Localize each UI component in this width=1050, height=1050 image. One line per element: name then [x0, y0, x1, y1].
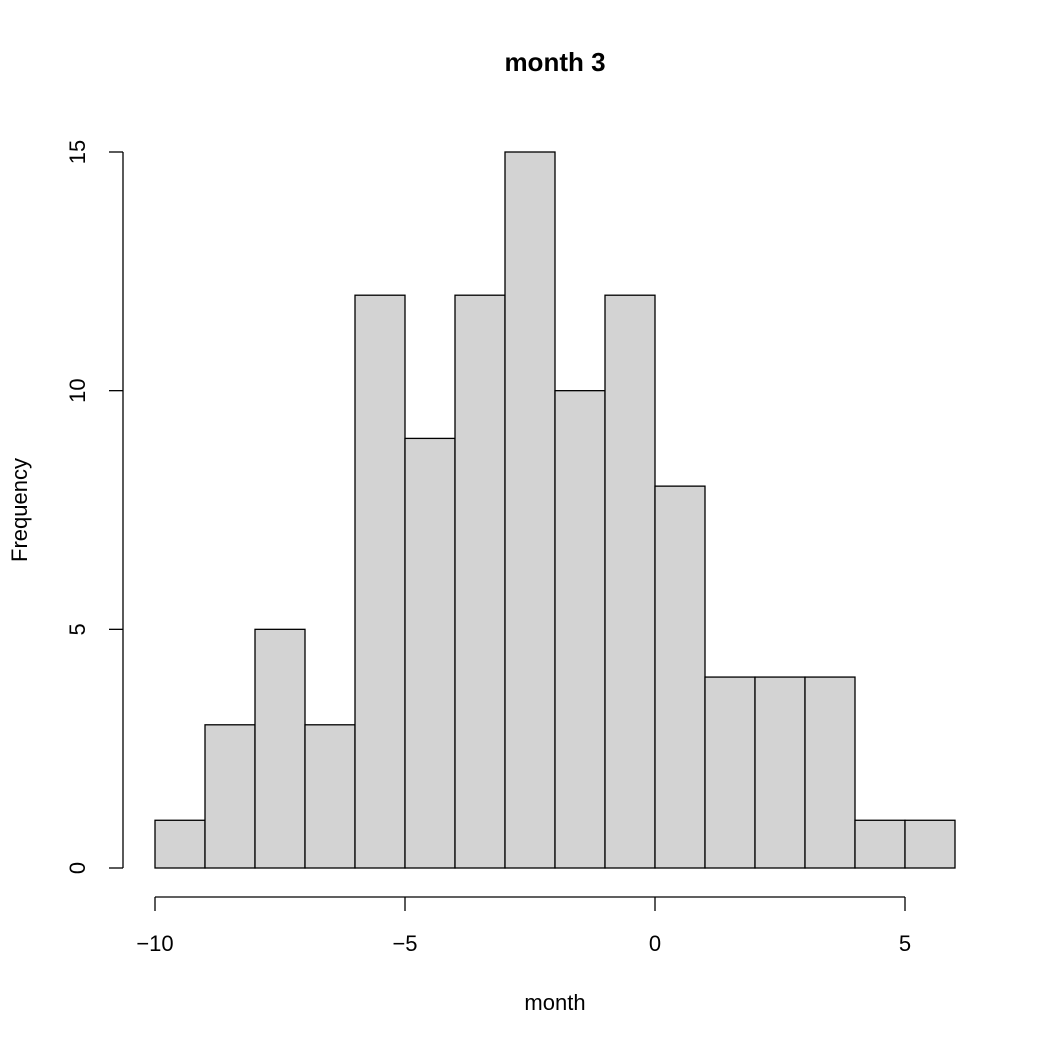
x-tick-label: −10	[136, 931, 173, 956]
histogram-bar	[454, 294, 506, 869]
x-axis: −10 −5 0 5	[136, 896, 911, 956]
histogram-bar	[854, 819, 906, 869]
histogram-bar	[254, 628, 306, 869]
histogram-bar	[904, 819, 956, 869]
histogram-bar	[504, 151, 556, 869]
x-tick-label: 0	[649, 931, 661, 956]
histogram-bar	[204, 724, 256, 869]
histogram-bar	[654, 485, 706, 869]
y-axis-title: Frequency	[7, 458, 32, 562]
x-tick-label: 5	[899, 931, 911, 956]
histogram-bar	[554, 390, 606, 869]
histogram-bar	[754, 676, 806, 869]
histogram-bar	[604, 294, 656, 869]
x-axis-title: month	[524, 990, 585, 1015]
histogram-bar	[804, 676, 856, 869]
histogram-bar	[704, 676, 756, 869]
histogram-bar	[404, 437, 456, 869]
y-tick-label: 15	[65, 140, 90, 164]
y-tick-label: 10	[65, 378, 90, 402]
x-tick-label: −5	[392, 931, 417, 956]
histogram-bar	[304, 724, 356, 869]
histogram-bar	[154, 819, 206, 869]
chart-title: month 3	[504, 47, 605, 77]
histogram-bar	[354, 294, 406, 869]
y-tick-label: 5	[65, 623, 90, 635]
bars-group	[154, 151, 956, 869]
y-tick-label: 0	[65, 862, 90, 874]
y-axis: 0 5 10 15	[65, 140, 124, 874]
